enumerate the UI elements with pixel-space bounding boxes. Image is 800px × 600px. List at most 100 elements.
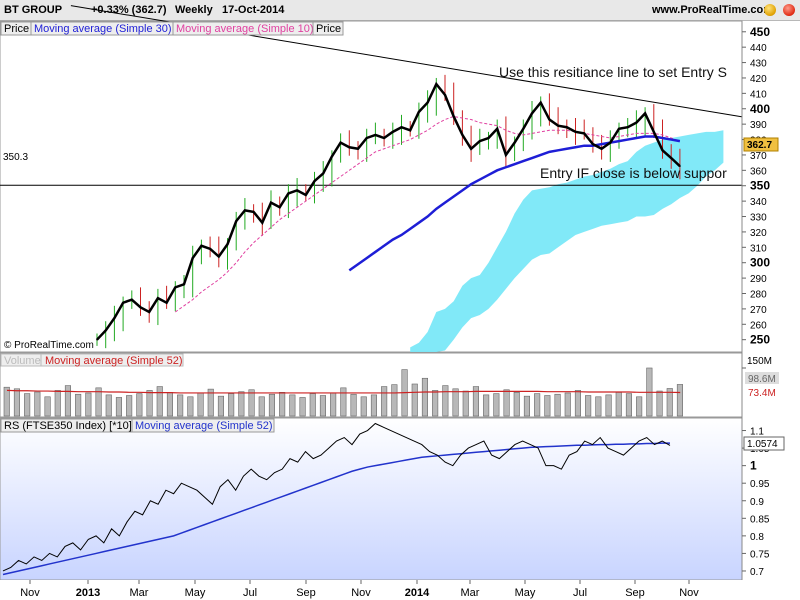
- volume-bar: [676, 384, 684, 417]
- volume-bar: [197, 392, 204, 417]
- close-icon[interactable]: [783, 4, 795, 16]
- time-tick-label: May: [185, 587, 206, 599]
- price-tick-label: 250: [750, 333, 770, 347]
- price-point: [452, 115, 455, 118]
- price-tick-label: 360: [750, 166, 767, 177]
- legend-price2-box[interactable]: [312, 21, 344, 36]
- time-tick-label: Nov: [679, 587, 699, 599]
- price-tick-label: 350: [750, 179, 770, 193]
- resistance-annotation: Use this resitiance line to set Entry S: [499, 64, 727, 80]
- volume-bar: [615, 392, 622, 417]
- price-point: [244, 209, 246, 212]
- price-point: [496, 127, 499, 130]
- price-point: [566, 126, 568, 129]
- price-point: [148, 311, 150, 313]
- volume-bar: [534, 393, 541, 417]
- time-tick-label: Nov: [351, 587, 371, 599]
- volume-bar: [432, 390, 439, 417]
- price-point: [409, 129, 412, 132]
- price-point: [287, 192, 290, 195]
- volume-bar: [523, 395, 531, 417]
- price-tick-label: 430: [750, 59, 767, 70]
- price-point: [479, 140, 481, 142]
- volume-bar: [330, 392, 337, 417]
- price-point: [513, 141, 516, 144]
- time-tick-label: Sep: [296, 587, 316, 599]
- volume-bar: [299, 397, 306, 417]
- minimize-icon[interactable]: [764, 4, 776, 16]
- volume-bar: [666, 388, 673, 417]
- time-tick-label: 2013: [76, 587, 100, 599]
- volume-bar: [268, 393, 276, 417]
- entry-annotation: Entry IF close is below suppor: [540, 165, 727, 181]
- price-point: [653, 131, 655, 133]
- rs-ma-line: [2, 442, 670, 576]
- price-point: [183, 283, 185, 286]
- volume-bar: [340, 387, 347, 417]
- price-point: [296, 189, 298, 192]
- volume-bar: [483, 394, 490, 417]
- price-point: [374, 134, 377, 136]
- price-point: [261, 221, 264, 224]
- legend-volume-ma-box[interactable]: [40, 353, 184, 367]
- volume-bar: [279, 392, 286, 417]
- price-tick-label: 410: [750, 89, 767, 100]
- volume-bar: [207, 388, 214, 417]
- volume-axis-top: 150M: [747, 356, 772, 367]
- price-point: [426, 101, 429, 104]
- volume-bar: [381, 386, 388, 417]
- price-point: [418, 111, 420, 113]
- price-panel: [0, 5, 759, 353]
- price-point: [435, 83, 438, 85]
- price-point: [574, 131, 577, 133]
- volume-bar: [105, 394, 112, 417]
- price-point: [635, 121, 638, 124]
- price-point: [313, 180, 316, 182]
- price-point: [331, 155, 333, 158]
- volume-bar: [166, 392, 173, 417]
- copyright-label: © ProRealTime.com: [4, 340, 94, 351]
- price-point: [461, 134, 464, 136]
- volume-bar: [360, 396, 367, 417]
- rs-tick-label: 0.95: [750, 479, 770, 490]
- price-point: [357, 147, 359, 150]
- price-point: [235, 220, 237, 222]
- price-tick-label: 320: [750, 228, 767, 239]
- legend-rs-ma: Moving average (Simple 52): [135, 420, 273, 432]
- support-value-label: 350.3: [3, 152, 28, 163]
- rs-tick-label: 0.85: [750, 514, 770, 525]
- volume-bar: [289, 394, 296, 417]
- volume-bar: [585, 395, 592, 417]
- period-label: Weekly: [175, 4, 213, 16]
- right-axis-bg: [742, 21, 800, 580]
- volume-bar: [136, 393, 143, 417]
- price-legend: Price Moving average (Simple 30) Moving …: [0, 21, 344, 36]
- price-point: [252, 211, 255, 213]
- price-point: [592, 143, 594, 145]
- volume-bar: [258, 396, 265, 417]
- legend-rs-ma-box[interactable]: [131, 418, 275, 433]
- price-point: [487, 137, 490, 139]
- volume-bar: [3, 386, 10, 417]
- volume-bar: [64, 385, 71, 417]
- price-tick-label: 370: [750, 151, 767, 162]
- time-tick-label: Sep: [625, 587, 645, 599]
- volume-bar: [350, 393, 357, 417]
- volume-bar: [554, 393, 561, 417]
- price-point: [305, 194, 307, 196]
- volume-bar: [564, 392, 571, 417]
- price-point: [157, 297, 159, 299]
- price-point: [522, 127, 525, 130]
- rs-panel-bg: [0, 417, 743, 581]
- volume-bar: [24, 393, 31, 417]
- volume-bar: [126, 395, 133, 417]
- volume-bar: [411, 383, 418, 417]
- price-point: [644, 112, 646, 115]
- time-tick-label: Jul: [573, 587, 587, 599]
- price-line: [96, 81, 681, 341]
- price-point: [600, 147, 603, 150]
- volume-bar: [177, 394, 184, 417]
- price-point: [348, 146, 351, 149]
- price-point: [139, 306, 142, 309]
